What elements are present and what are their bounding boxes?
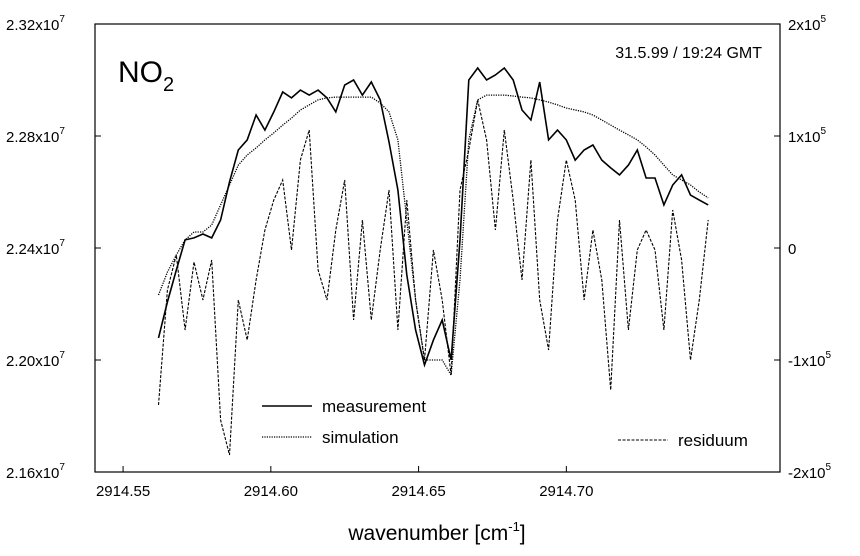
x-axis-label: wavenumber [cm-1] xyxy=(347,519,525,545)
x-tick-label-text: 2914.70 xyxy=(539,483,593,500)
y2-tick-label-sup: 5 xyxy=(821,126,827,137)
legend-label: measurement xyxy=(322,397,426,416)
y-tick-label-sup: 7 xyxy=(59,350,65,361)
y2-tick-label-text: 2x10 xyxy=(788,17,821,34)
y2-tick-label: 2x105 xyxy=(788,14,827,34)
y-tick-label-text: 2.16x10 xyxy=(6,465,59,482)
y-tick-label-text: 2.28x10 xyxy=(6,129,59,146)
y2-tick-label-sup: 5 xyxy=(821,14,827,25)
y-tick-label: 2.16x107 xyxy=(6,462,65,482)
x-tick-label: 2914.65 xyxy=(391,483,445,500)
y-tick-label-sup: 7 xyxy=(59,126,65,137)
y-tick-label-text: 2.20x10 xyxy=(6,353,59,370)
legend-label: residuum xyxy=(678,431,748,450)
plot-frame xyxy=(94,23,781,473)
y-tick-label-sup: 7 xyxy=(59,462,65,473)
x-tick-label: 2914.60 xyxy=(244,483,298,500)
y2-tick-label-text: -1x10 xyxy=(788,353,826,370)
x-label-text: wavenumber [cm xyxy=(347,522,508,545)
title-sub: 2 xyxy=(163,74,174,96)
y-tick-label: 2.24x107 xyxy=(6,238,65,258)
series-line xyxy=(157,94,709,378)
y-tick-label-sup: 7 xyxy=(59,238,65,249)
chart-title: NO2 xyxy=(118,56,174,96)
y2-tick-label: 1x105 xyxy=(788,126,827,146)
y2-tick-label: -2x105 xyxy=(788,462,832,482)
y-tick-label-text: 2.24x10 xyxy=(6,241,59,258)
y2-tick-label-text: 1x10 xyxy=(788,129,821,146)
x-tick-label: 2914.70 xyxy=(539,483,593,500)
title-text: NO xyxy=(118,56,163,89)
y-tick-label: 2.20x107 xyxy=(6,350,65,370)
annotation: 31.5.99 / 19:24 GMT xyxy=(615,45,762,62)
x-tick-label-text: 2914.60 xyxy=(244,483,298,500)
y-tick-label-sup: 7 xyxy=(59,14,65,25)
y2-tick-label-sup: 5 xyxy=(826,462,832,473)
x-label-suffix: ] xyxy=(520,522,526,545)
y-tick-label: 2.28x107 xyxy=(6,126,65,146)
y2-tick-label: -1x105 xyxy=(788,350,832,370)
y2-tick-label: 0 xyxy=(788,241,796,258)
y2-tick-label-text: -2x10 xyxy=(788,465,826,482)
x-tick-label: 2914.55 xyxy=(96,483,150,500)
series-line xyxy=(157,99,709,456)
y-tick-label-text: 2.32x10 xyxy=(6,17,59,34)
y-tick-label: 2.32x107 xyxy=(6,14,65,34)
series-line xyxy=(157,66,709,368)
y2-tick-label-sup: 5 xyxy=(826,350,832,361)
legend-label: simulation xyxy=(322,428,399,447)
x-label-sup: -1 xyxy=(508,519,520,534)
